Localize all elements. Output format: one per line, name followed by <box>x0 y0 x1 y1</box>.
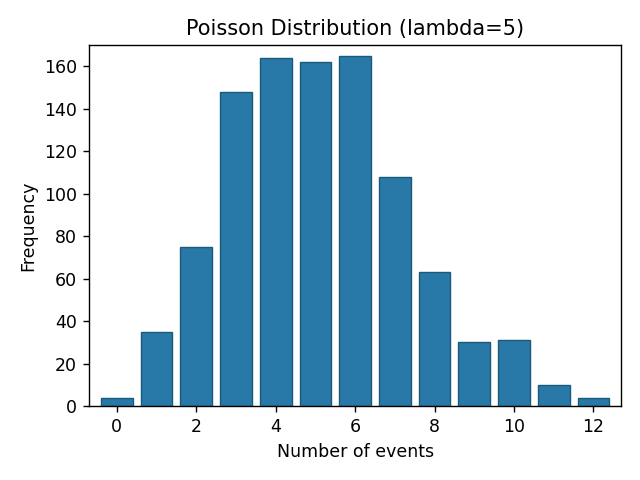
Bar <box>300 62 332 406</box>
Title: Poisson Distribution (lambda=5): Poisson Distribution (lambda=5) <box>186 19 524 39</box>
Bar <box>379 177 411 406</box>
Bar <box>339 56 371 406</box>
Bar <box>260 58 292 406</box>
Bar <box>577 397 609 406</box>
Bar <box>101 397 132 406</box>
Bar <box>538 385 570 406</box>
Y-axis label: Frequency: Frequency <box>19 180 36 271</box>
X-axis label: Number of events: Number of events <box>276 443 434 461</box>
Bar <box>498 340 530 406</box>
Bar <box>458 342 490 406</box>
Bar <box>419 272 451 406</box>
Bar <box>141 332 172 406</box>
Bar <box>180 247 212 406</box>
Bar <box>220 92 252 406</box>
